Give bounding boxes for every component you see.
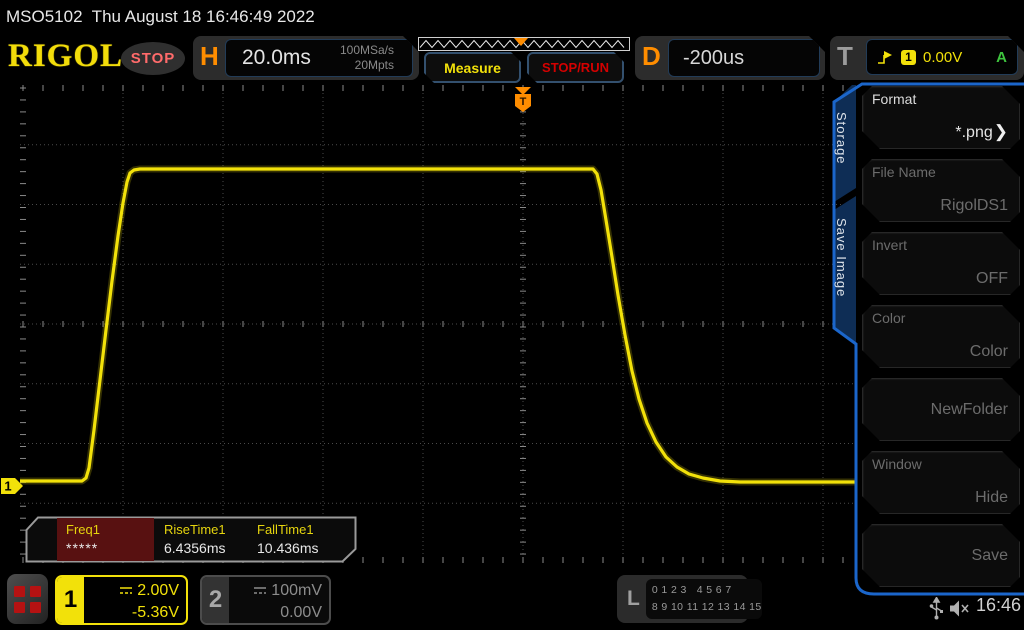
channel1-status[interactable]: 1 2.00V -5.36V [55,575,188,625]
meas1-label: Freq1 [66,522,100,537]
chevron-right-icon: ❯ [993,122,1008,141]
menu-item-new-folder[interactable]: NewFolder [862,378,1020,441]
channel1-scale: 2.00V [84,580,179,602]
memory-position-indicator[interactable] [418,37,630,51]
speaker-muted-icon [950,600,969,617]
tab-storage[interactable]: Storage [834,112,849,165]
svg-text:T: T [520,96,527,108]
usb-icon [929,597,943,620]
menu-item-invert[interactable]: Invert OFF [862,232,1020,295]
menu-item-format[interactable]: Format *.png❯ [862,86,1020,149]
dc-coupling-icon [120,587,133,594]
measurement-panel[interactable]: Freq1 ***** RiseTime1 6.4356ms FallTime1… [25,516,357,563]
channel2-offset: 0.00V [280,603,322,621]
logic-analyzer-label: L [627,587,640,610]
delay-value: -200us [683,46,745,69]
channel1-offset: -5.36V [131,603,179,621]
trigger-sweep-mode: A [996,48,1007,66]
svg-text:1: 1 [4,479,11,494]
menu-label: Color [872,310,906,326]
memory-depth: 20Mpts [354,58,394,72]
menu-value: NewFolder [930,400,1008,418]
timebase-box[interactable]: 20.0ms 100MSa/s 20Mpts [225,39,413,77]
sidebar-blue-border [832,82,1024,596]
menu-label: Format [872,91,917,107]
dc-coupling-icon [254,587,267,594]
model-and-datetime: MSO5102 Thu August 18 16:46:49 2022 [6,7,315,26]
horizontal-settings-group[interactable]: H 20.0ms 100MSa/s 20Mpts [193,36,419,80]
channel2-scale: 100mV [229,580,322,602]
menu-value: Color [969,343,1008,360]
menu-value: *.png [955,124,993,141]
meas1-value: ***** [66,540,99,556]
waveform-display-area[interactable]: T [20,85,855,563]
trigger-position-marker[interactable]: T [515,87,531,112]
digital-row2: 8 9 10 11 12 13 14 15 [651,600,762,613]
menu-label: Window [872,456,922,472]
menu-item-file-name[interactable]: File Name RigolDS1 [862,159,1020,222]
menu-value: Save [971,546,1008,564]
tab-save-image-bg[interactable] [834,196,856,344]
delay-box[interactable]: -200us [668,39,820,77]
menu-item-color[interactable]: Color Color [862,305,1020,368]
stop-run-button[interactable]: STOP/RUN [527,52,624,83]
menu-label: File Name [872,164,936,180]
delay-label: D [642,41,661,71]
grid-icon [14,585,25,597]
delay-settings-group[interactable]: D -200us [635,36,825,80]
tab-save-image[interactable]: Save Image [834,218,849,298]
sample-rate: 100MSa/s [339,43,394,57]
trigger-box[interactable]: 1 0.00V A [866,39,1018,75]
channel1-level-marker[interactable]: 1 [0,476,24,496]
horizontal-label: H [200,41,219,71]
menu-value: Hide [975,489,1008,506]
meas3-label: FallTime1 [257,522,314,537]
memory-bar-frame [418,37,630,51]
graticule-grid [20,85,855,563]
menu-grid-button[interactable] [7,574,48,624]
trigger-source-badge: 1 [901,50,916,65]
storage-menu-sidebar: Storage Save Image Format *.png❯ File Na… [828,82,1024,600]
menu-value: OFF [976,270,1008,287]
memory-position-marker[interactable] [514,38,528,46]
menu-value: RigolDS1 [940,197,1008,214]
measure-button[interactable]: Measure [424,52,521,83]
trigger-level-value: 0.00V [923,48,963,66]
menu-item-save[interactable]: Save [862,524,1020,587]
menu-label: Invert [872,237,908,253]
menu-item-window[interactable]: Window Hide [862,451,1020,514]
logic-analyzer-status[interactable]: L 0 1 2 3 4 5 6 7 8 9 10 11 12 13 14 15 [617,575,762,623]
trigger-label: T [837,41,853,71]
edge-trigger-icon [877,50,894,65]
sidebar-frame [832,82,1024,596]
meas2-value: 6.4356ms [164,540,226,556]
trigger-settings-group[interactable]: T 1 0.00V A [830,36,1024,80]
digital-row1: 0 1 2 3 4 5 6 7 [651,584,732,596]
meas3-value: 10.436ms [257,540,319,556]
waveform-path [20,167,855,484]
grid-icon [14,601,25,613]
waveform-glow [20,165,855,486]
measurement-cell-selected[interactable] [57,518,154,561]
timebase-value: 20.0ms [242,46,311,69]
clock-time: 16:46 [976,595,1022,615]
rigol-logo: RIGOL [8,38,124,74]
meas2-label: RiseTime1 [164,522,226,537]
channel2-status[interactable]: 2 100mV 0.00V [200,575,331,625]
channel2-number: 2 [202,577,229,623]
grid-icon [30,585,41,597]
channel1-number: 1 [57,577,84,623]
samplerate-memdepth: 100MSa/s 20Mpts [340,43,394,73]
run-state-indicator: STOP [121,42,185,75]
grid-icon [30,601,41,613]
tab-storage-bg[interactable] [834,85,856,202]
digital-channel-list: 0 1 2 3 4 5 6 7 8 9 10 11 12 13 14 15 [645,579,762,619]
